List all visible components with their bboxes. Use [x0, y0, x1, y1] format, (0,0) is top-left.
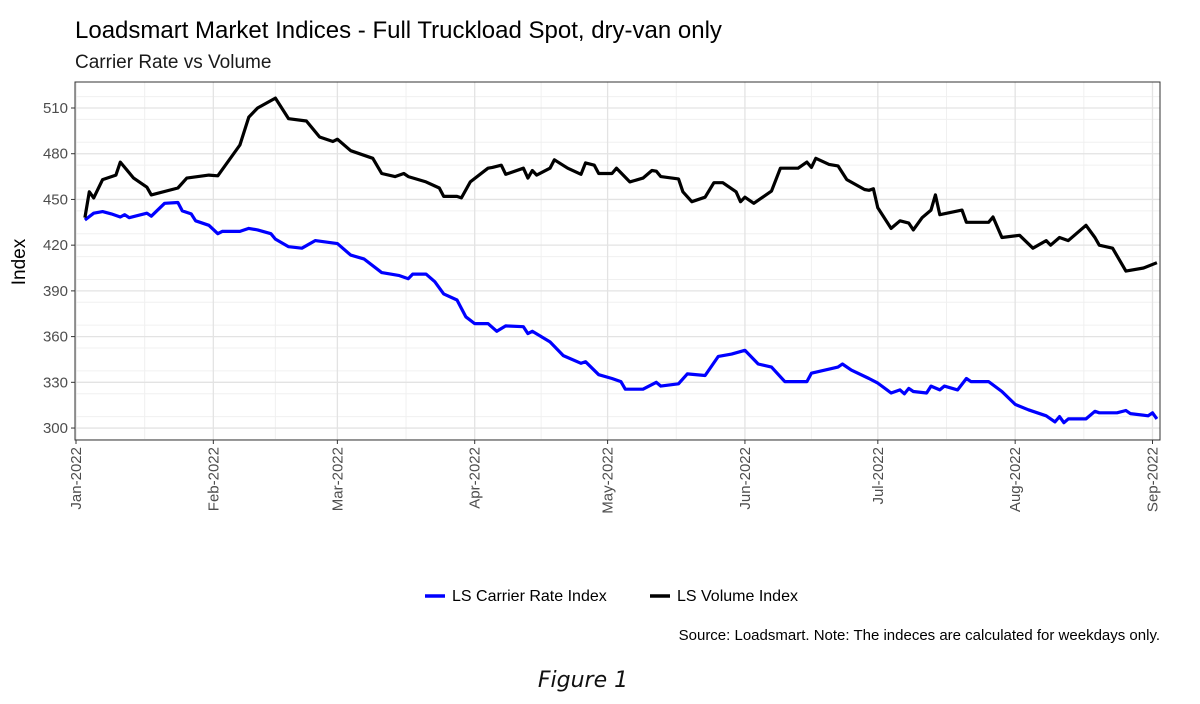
gridlines — [75, 82, 1160, 440]
y-tick-label: 450 — [43, 191, 68, 208]
y-tick-label: 420 — [43, 237, 68, 254]
y-tick-label: 330 — [43, 374, 68, 391]
x-tick-label: Mar-2022 — [329, 447, 346, 511]
y-tick-label: 300 — [43, 420, 68, 437]
x-tick-label: Jan-2022 — [68, 447, 85, 510]
chart-title: Loadsmart Market Indices - Full Truckloa… — [75, 17, 722, 44]
plot-frame — [74, 81, 1161, 441]
series-lines — [83, 96, 1159, 425]
legend-label: LS Carrier Rate Index — [452, 588, 607, 605]
x-tick-label: Sep-2022 — [1144, 447, 1161, 512]
y-axis-title: Index — [9, 238, 30, 285]
x-tick-label: Apr-2022 — [467, 447, 484, 509]
x-tick-label: Aug-2022 — [1007, 447, 1024, 512]
x-tick-label: May-2022 — [600, 447, 617, 514]
y-tick-label: 480 — [43, 146, 68, 163]
x-tick-label: Jun-2022 — [737, 447, 754, 510]
y-tick-label: 510 — [43, 100, 68, 117]
figure-label: Figure 1 — [538, 668, 628, 693]
x-tick-label: Jul-2022 — [870, 447, 887, 505]
legend: LS Carrier Rate Index LS Volume Index — [425, 588, 798, 605]
source-caption: Source: Loadsmart. Note: The indeces are… — [679, 627, 1160, 644]
legend-label: LS Volume Index — [677, 588, 798, 605]
chart-subtitle: Carrier Rate vs Volume — [75, 52, 271, 73]
series-line-volume — [83, 96, 1158, 273]
y-tick-label: 360 — [43, 329, 68, 346]
x-tick-label: Feb-2022 — [205, 447, 222, 511]
series-line-carrier-rate — [83, 200, 1159, 425]
y-tick-label: 390 — [43, 283, 68, 300]
y-axis: 300 330 360 390 420 450 480 510 — [43, 100, 75, 437]
x-axis: Jan-2022 Feb-2022 Mar-2022 Apr-2022 May-2022… — [68, 440, 1161, 514]
